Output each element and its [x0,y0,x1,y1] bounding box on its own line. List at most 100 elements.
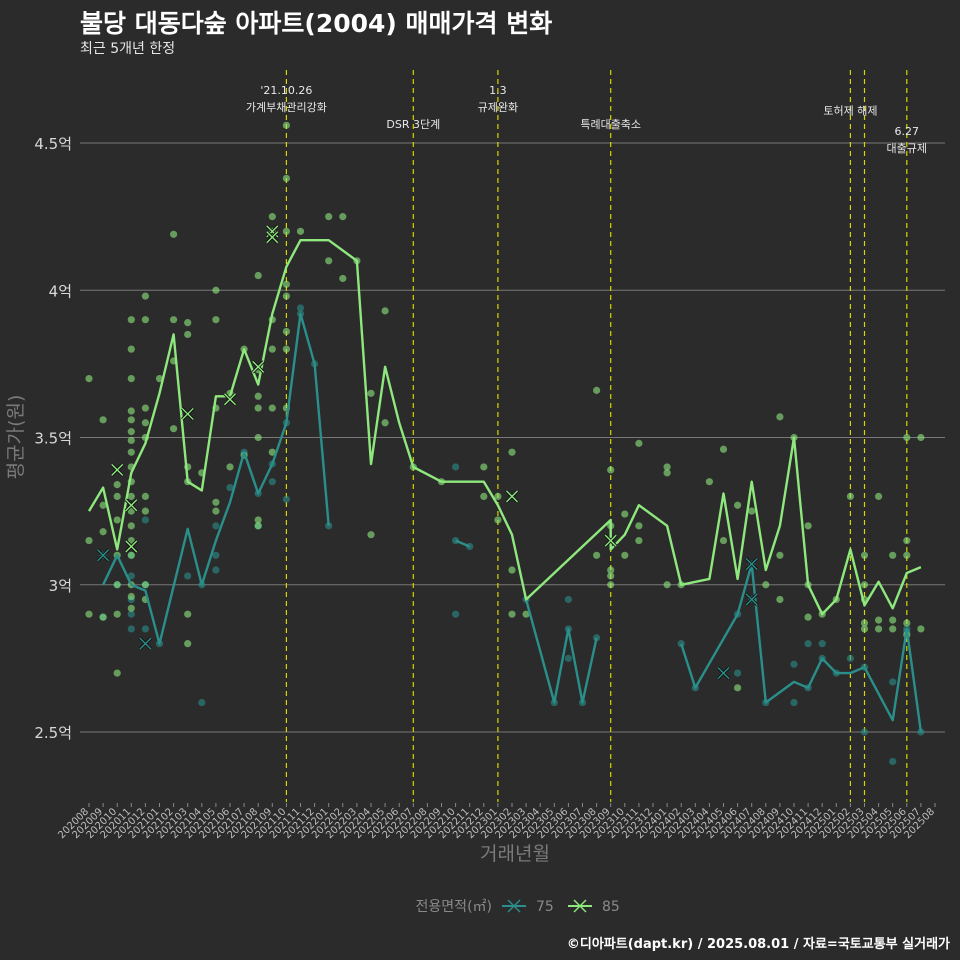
deal-point-85 [903,551,911,559]
deal-point-85 [127,407,135,415]
cross-stroke [506,490,518,503]
deal-point-75 [296,304,305,312]
series-line-75 [680,562,923,733]
deal-point-75 [226,483,234,492]
deal-point-75 [325,522,333,530]
deal-cross-85 [110,463,124,477]
deal-point-75 [184,572,192,580]
deal-point-85 [917,433,925,442]
deal-point-85 [889,625,897,633]
y-tick-label: 3억 [49,577,72,595]
deal-point-85 [776,595,784,604]
deal-point-85 [804,613,812,621]
deal-point-85 [508,448,516,456]
deal-point-85 [875,616,883,624]
deal-point-85 [184,330,192,339]
deal-point-85 [339,213,347,221]
series-line-75 [455,539,471,548]
deal-point-85 [170,230,178,238]
deal-point-85 [212,316,220,324]
policy-lines [285,70,908,802]
deal-point-85 [141,292,149,300]
deal-point-75 [452,463,460,471]
deal-point-85 [903,536,911,545]
chart-title: 불당 대동다숲 아파트(2004) 매매가격 변화 [80,9,553,38]
deal-point-85 [860,551,869,559]
deal-point-85 [635,536,643,545]
x-axis-title: 거래년월 [480,843,550,865]
deal-point-75 [127,625,135,633]
deal-point-85 [494,492,502,500]
cross-stroke [717,667,730,680]
deal-point-75 [198,698,206,707]
deal-point-85 [621,551,629,559]
deal-point-85 [99,613,107,621]
cross-stroke [125,499,138,512]
deal-point-75 [282,495,290,503]
deal-point-75 [141,516,149,524]
deal-point-85 [339,274,347,283]
deal-point-85 [113,669,121,677]
deal-point-85 [127,416,135,424]
deal-point-85 [127,522,135,530]
y-tick-label: 4억 [49,282,72,300]
deal-point-75 [212,522,220,530]
deal-point-75 [141,625,149,633]
deal-point-85 [282,174,290,182]
policy-annotation: 대출규제 [887,142,927,155]
deal-point-85 [268,213,276,221]
deal-point-85 [85,375,93,383]
deal-cross-85 [124,498,138,512]
deal-cross-75 [138,637,153,651]
deal-point-85 [607,566,615,574]
deal-point-85 [268,448,276,456]
legend-label-85: 85 [602,899,620,915]
deal-point-85 [903,433,911,442]
grid-layer [80,142,945,733]
series-line-75 [102,312,330,645]
deal-point-75 [889,757,897,766]
deal-cross-75 [745,557,759,571]
y-axis-title: 평균가(원) [5,395,27,480]
deal-point-75 [860,728,869,736]
policy-annotation: 규제완화 [478,101,518,114]
deal-point-85 [480,492,488,500]
deal-point-85 [663,463,671,471]
deal-point-85 [113,610,121,618]
legend-swatch-cross [507,899,521,913]
deal-point-85 [141,404,149,412]
deal-point-85 [705,478,714,486]
series-line-75 [524,599,598,704]
deal-point-75 [212,551,220,559]
deal-point-85 [254,404,262,412]
deal-point-85 [212,507,220,515]
deal-cross-75 [716,666,731,680]
policy-annotation: '21.10.26 [260,84,312,97]
deal-cross-85 [505,489,519,504]
policy-annotation: 가계부채관리강화 [246,101,327,114]
deal-point-85 [184,319,192,327]
deal-point-85 [875,625,883,633]
policy-annotation: 6.27 [895,125,920,138]
deal-point-85 [254,522,262,530]
y-tick-label: 2.5억 [34,724,72,742]
policy-annotation: DSR 3단계 [386,118,440,131]
legend-swatch-cross [573,899,587,913]
deal-point-75 [846,654,855,662]
deal-point-85 [663,581,671,589]
deal-point-75 [818,640,826,648]
policy-annotation: 1.3 [489,84,507,97]
deal-point-85 [607,572,615,580]
series-line-85 [87,239,922,616]
deal-point-85 [127,448,135,456]
deal-point-85 [170,425,178,433]
deal-point-85 [254,516,262,524]
deal-point-85 [367,531,375,539]
deal-point-85 [860,581,869,589]
deal-point-75 [889,678,897,686]
deal-point-85 [889,551,897,559]
deal-point-85 [113,492,121,500]
deal-point-85 [127,428,135,436]
source-credit: ©디아파트(dapt.kr) / 2025.08.01 / 자료=국토교통부 실… [566,937,950,952]
